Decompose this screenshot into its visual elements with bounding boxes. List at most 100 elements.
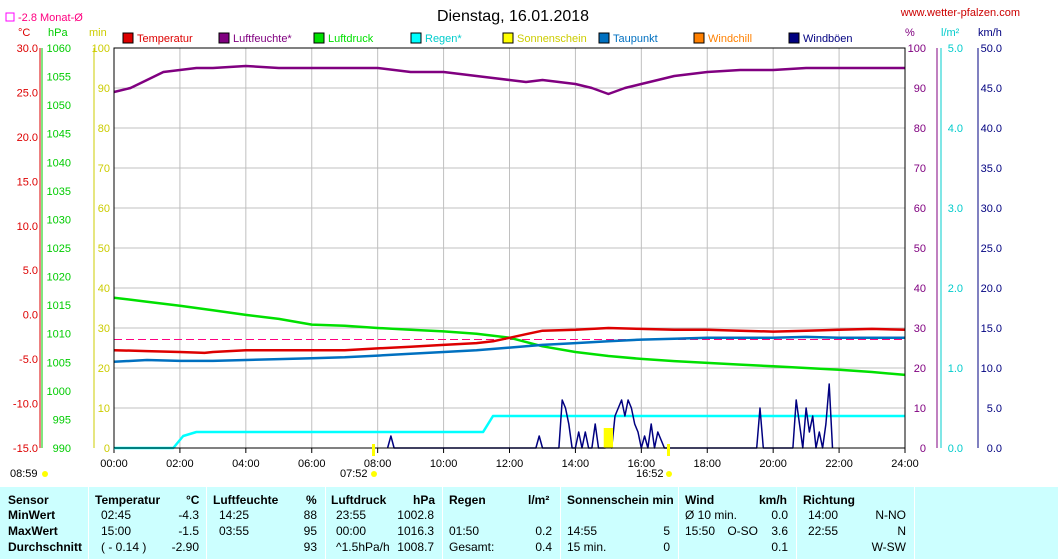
header-luftdruck-unit: hPa: [413, 493, 436, 507]
wind-tick-label: 25.0: [981, 243, 1002, 255]
sun-tick-label: 10: [98, 403, 110, 415]
x-tick-label: 02:00: [166, 458, 194, 470]
pressure-tick-label: 1035: [47, 186, 71, 198]
table-cell-label: Durchschnitt: [8, 540, 83, 554]
series-line-luftfeuchte: [113, 64, 905, 96]
rain-tick-label: 3.0: [948, 203, 963, 215]
header-regen-unit: l/m²: [528, 493, 550, 507]
wind-tick-label: 30.0: [981, 203, 1002, 215]
wind-tick-label: 50.0: [981, 43, 1002, 55]
stats-table: Sensor Temperatur °C Luftfeuchte % Luftd…: [0, 487, 1058, 559]
plot-frame: [113, 47, 906, 449]
pressure-tick-label: 1020: [47, 272, 71, 284]
legend-swatch: [218, 32, 230, 44]
sunset-icon: [666, 471, 672, 477]
humidity-tick-label: 30: [914, 323, 926, 335]
pressure-tick-label: 1055: [47, 72, 71, 84]
rain-tick-label: 1.0: [948, 363, 963, 375]
sunrise-tick: [372, 444, 375, 456]
pressure-tick-label: 1040: [47, 157, 71, 169]
sunshine-bar: [607, 428, 614, 448]
header-luftfeuchte: Luftfeuchte: [213, 493, 279, 507]
series-layer: [113, 64, 906, 450]
x-tick-label: 08:00: [364, 458, 392, 470]
temp-tick-label: -5.0: [19, 354, 38, 366]
pressure-tick-label: 1000: [47, 386, 71, 398]
humidity-tick-label: 90: [914, 83, 926, 95]
humidity-tick-label: 20: [914, 363, 926, 375]
source-link[interactable]: www.wetter-pfalzen.com: [900, 7, 1020, 19]
table-cell-press-time: ^1.5hPa/h: [336, 540, 390, 554]
table-cell-dir-time: 14:00: [808, 508, 839, 522]
pressure-tick-label: 990: [53, 443, 71, 455]
temp-tick-label: 15.0: [17, 176, 38, 188]
legend-label: Windchill: [708, 33, 752, 45]
temp-tick-label: 5.0: [23, 265, 38, 277]
table-cell-label: MaxWert: [8, 524, 58, 538]
chart-title: Dienstag, 16.01.2018: [437, 8, 589, 25]
table-cell-press-val: 1002.8: [397, 508, 434, 522]
x-tick-label: 16:00: [628, 458, 656, 470]
wind-tick-label: 35.0: [981, 163, 1002, 175]
legend-label: Luftfeuchte*: [233, 33, 292, 45]
humidity-tick-label: 40: [914, 283, 926, 295]
sun-tick-label: 50: [98, 243, 110, 255]
rain-tick-label: 5.0: [948, 43, 963, 55]
humidity-unit: %: [905, 27, 915, 39]
legend-swatch: [502, 32, 514, 44]
table-cell-wind-time: Ø 10 min.: [685, 508, 738, 522]
x-tick-label: 00:00: [100, 458, 128, 470]
table-cell-wind-val: 0.1: [771, 540, 788, 554]
table-cell-dir-val: N-NO: [875, 508, 906, 522]
col-divider: [206, 487, 207, 559]
sunset-time: 16:52: [636, 468, 664, 480]
x-tick-label: 20:00: [759, 458, 787, 470]
col-divider: [88, 487, 89, 559]
table-cell-wind-val: 3.6: [771, 524, 788, 538]
table-cell-wind-time: 15:50: [685, 524, 716, 538]
humidity-tick-label: 0: [920, 443, 926, 455]
sun-tick-label: 20: [98, 363, 110, 375]
legend-label: Windböen: [803, 33, 853, 45]
sun-unit: min: [89, 27, 107, 39]
rain-unit: l/m²: [941, 27, 960, 39]
table-cell-dir-val: W-SW: [871, 540, 906, 554]
humidity-tick-label: 50: [914, 243, 926, 255]
table-cell-hum-val: 95: [303, 524, 317, 538]
header-wind-unit: km/h: [759, 493, 788, 507]
table-cell-dir-time: 22:55: [808, 524, 839, 538]
sunrise-icon: [371, 471, 377, 477]
header-temperatur-unit: °C: [186, 493, 200, 507]
table-cell-sun-time: 14:55: [567, 524, 598, 538]
header-sensor: Sensor: [8, 493, 49, 507]
header-temperatur: Temperatur: [95, 493, 161, 507]
pressure-unit: hPa: [48, 27, 68, 39]
axis-units: °C hPa min % l/m² km/h: [18, 27, 1002, 39]
sun-tick-label: 30: [98, 323, 110, 335]
sun-tick-label: 70: [98, 163, 110, 175]
header-luftdruck: Luftdruck: [331, 493, 387, 507]
humidity-tick-label: 10: [914, 403, 926, 415]
x-tick-label: 04:00: [232, 458, 260, 470]
col-divider: [325, 487, 326, 559]
table-cell-wind-dir: O-SO: [727, 524, 758, 538]
wind-tick-label: 40.0: [981, 123, 1002, 135]
monthly-avg-icon: [5, 12, 15, 22]
series-line-temperatur: [113, 326, 906, 355]
temp-tick-label: 25.0: [17, 87, 38, 99]
table-cell-sun-val: 5: [663, 524, 670, 538]
x-tick-label: 12:00: [496, 458, 524, 470]
table-cell-hum-time: 14:25: [219, 508, 250, 522]
legend-label: Taupunkt: [613, 33, 658, 45]
wind-tick-label: 5.0: [987, 403, 1002, 415]
pressure-tick-label: 1015: [47, 300, 71, 312]
sun-tick-label: 40: [98, 283, 110, 295]
humidity-tick-label: 100: [908, 43, 926, 55]
table-cell-rain-time: 01:50: [449, 524, 480, 538]
pressure-tick-label: 1025: [47, 243, 71, 255]
temp-unit: °C: [18, 27, 30, 39]
legend-label: Sonnenschein: [517, 33, 587, 45]
x-tick-label: 24:00: [891, 458, 919, 470]
header-wind: Wind: [685, 493, 715, 507]
x-tick-label: 14:00: [562, 458, 590, 470]
